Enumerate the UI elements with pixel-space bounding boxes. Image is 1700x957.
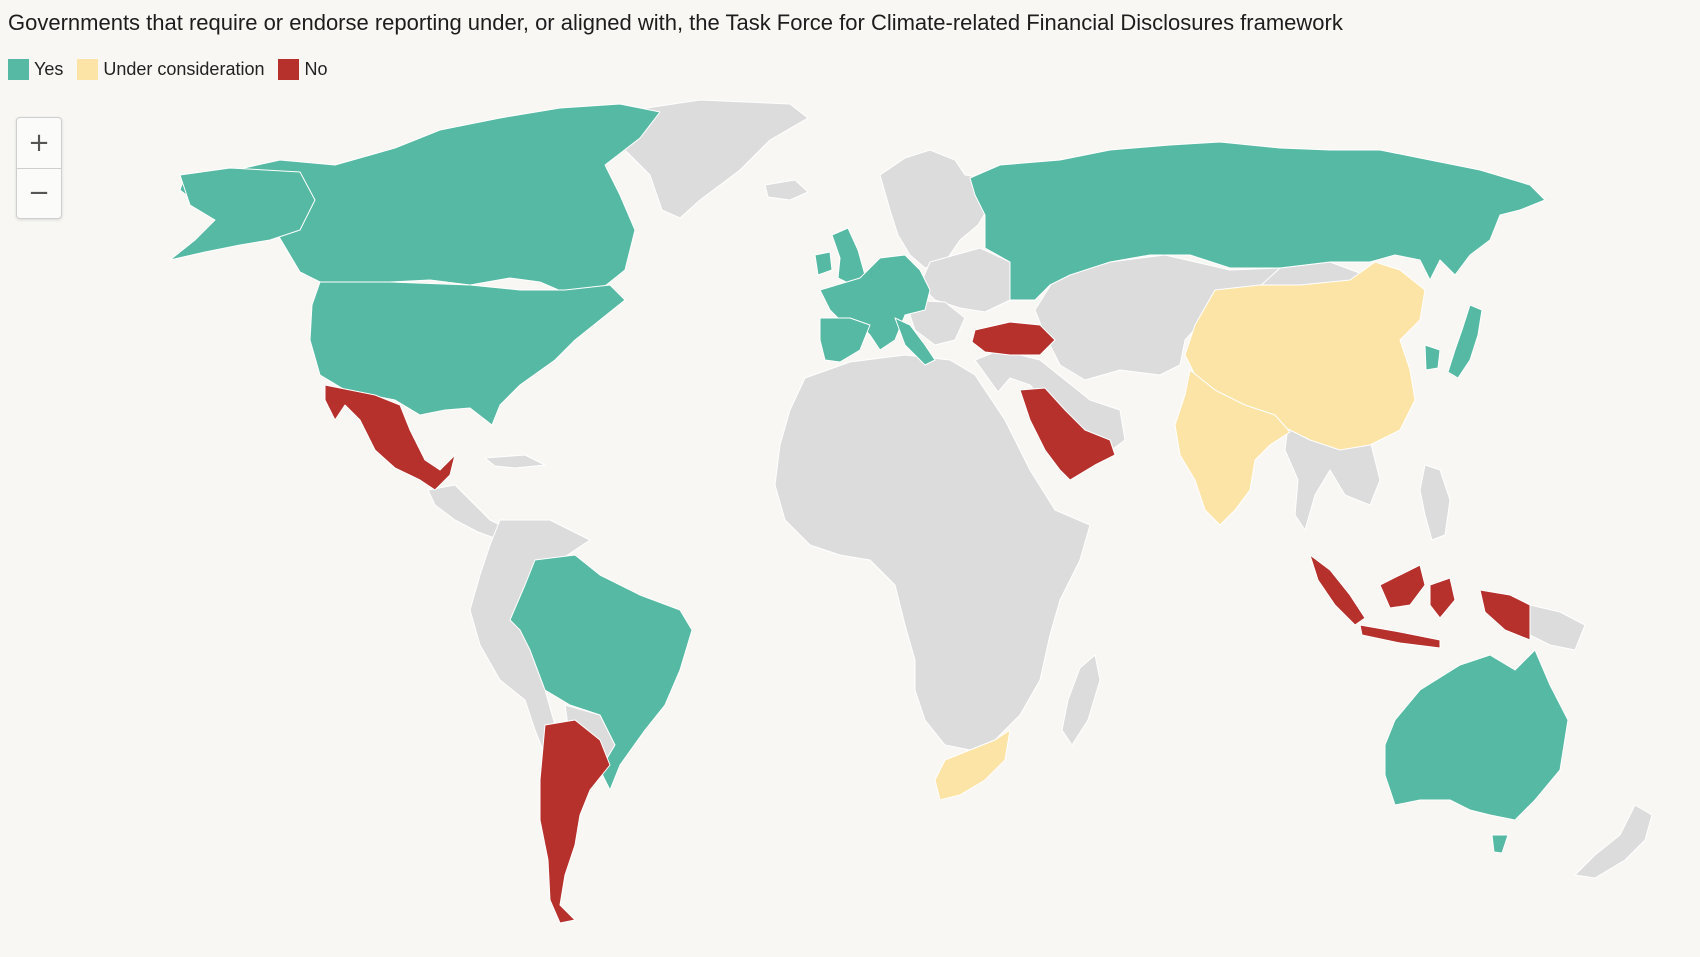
caribbean-shape [484, 454, 546, 469]
saudi-arabia-shape [1019, 387, 1116, 481]
philippines-shape [1419, 464, 1451, 541]
java-shape [1359, 624, 1441, 649]
sumatra-shape [1309, 554, 1366, 626]
south-korea-shape [1424, 344, 1441, 371]
map-title: Governments that require or endorse repo… [8, 10, 1343, 35]
yes-countries [169, 103, 1569, 854]
japan-shape [1447, 304, 1483, 379]
brazil-shape [509, 554, 693, 791]
legend-label-under-consideration: Under consideration [103, 59, 265, 79]
madagascar-shape [1061, 654, 1101, 746]
zoom-out-button[interactable]: − [17, 167, 61, 219]
borneo-shape [1379, 564, 1426, 609]
iberia-shape [819, 317, 871, 363]
sulawesi-shape [1429, 577, 1456, 619]
legend-item-yes: Yes [8, 59, 63, 80]
zoom-in-button[interactable]: + [28, 127, 50, 158]
zoom-control: + − [16, 117, 62, 219]
tasmania-shape [1491, 834, 1509, 854]
legend-swatch-under-consideration [77, 59, 99, 80]
argentina-shape [539, 719, 611, 924]
papua-indonesia-shape [1479, 589, 1531, 641]
legend: Yes Under consideration No [8, 59, 328, 80]
central-asia-shape [1034, 254, 1301, 381]
papua-new-guinea-shape [1529, 604, 1586, 651]
united-states-shape [309, 281, 626, 426]
russia-shape [969, 141, 1546, 301]
australia-shape [1384, 649, 1569, 821]
india-shape [1174, 369, 1291, 526]
legend-label-no: No [304, 59, 328, 79]
scandinavia-shape [879, 149, 991, 269]
greenland-shape [619, 99, 809, 219]
turkey-shape [971, 321, 1056, 356]
canada-shape [179, 103, 661, 296]
new-zealand-shape [1574, 804, 1653, 879]
no-countries [324, 321, 1531, 924]
mexico-shape [324, 384, 456, 491]
south-africa-shape [934, 729, 1011, 801]
legend-swatch-no [278, 59, 300, 80]
iceland-shape [764, 179, 809, 201]
under-consideration-countries [934, 261, 1426, 801]
italy-shape [894, 317, 936, 366]
no-data-land [427, 99, 1653, 879]
legend-item-no: No [278, 59, 328, 80]
alaska-shape [169, 167, 316, 261]
legend-label-yes: Yes [34, 59, 64, 79]
legend-swatch-yes [8, 59, 29, 80]
uk-ireland-shape [814, 227, 866, 286]
legend-item-under-consideration: Under consideration [77, 59, 264, 80]
